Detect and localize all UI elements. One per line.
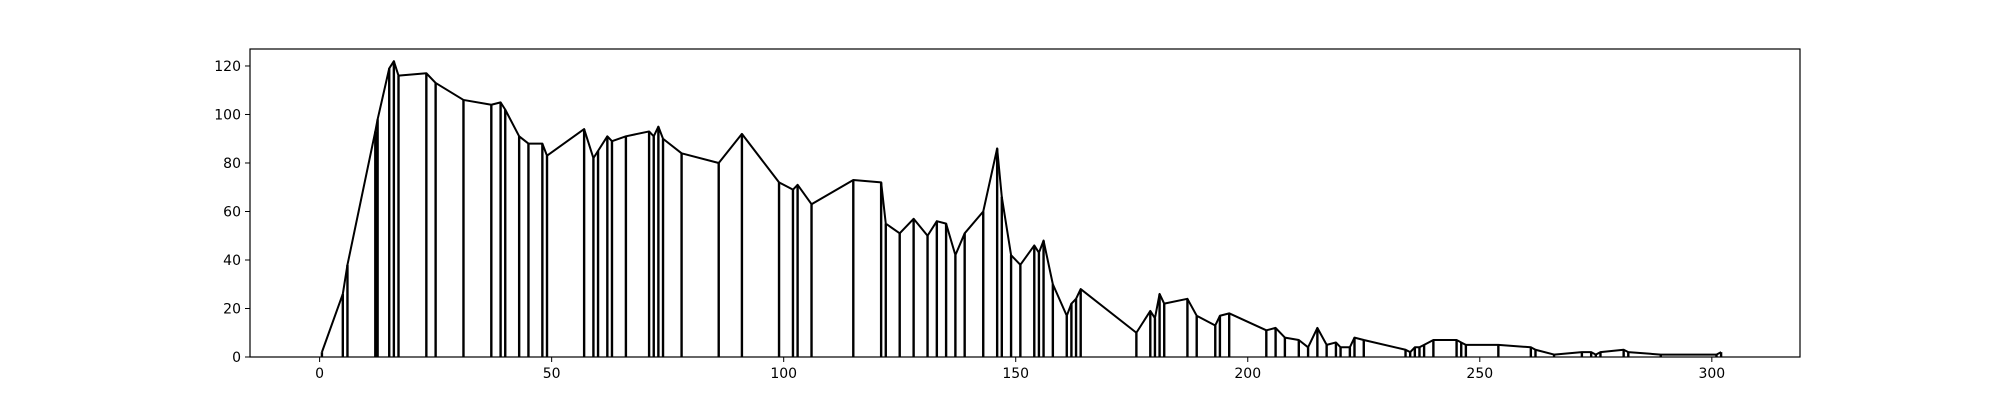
- x-tick-label: 250: [1466, 366, 1493, 382]
- x-tick-label: 300: [1698, 366, 1725, 382]
- x-tick-label: 0: [315, 366, 324, 382]
- y-tick-label: 60: [223, 204, 241, 220]
- axes: 0 50 100 150 200 250 300 0 20 40 60 80 100 120: [214, 48, 1801, 382]
- y-tick-label: 120: [214, 59, 241, 75]
- y-tick-label: 40: [223, 253, 241, 269]
- series-area-fill: [321, 61, 1722, 358]
- series-line: [320, 60, 1722, 356]
- x-tick-label: 50: [543, 366, 561, 382]
- plot-frame: [249, 48, 1801, 358]
- x-tick-label: 100: [770, 366, 797, 382]
- y-tick-label: 0: [232, 350, 241, 366]
- y-tick-label: 80: [223, 156, 241, 172]
- x-tick-label: 200: [1234, 366, 1261, 382]
- x-tick-label: 150: [1002, 366, 1029, 382]
- plot-area: [320, 60, 1723, 358]
- y-tick-label: 20: [223, 301, 241, 317]
- y-tick-label: 100: [214, 107, 241, 123]
